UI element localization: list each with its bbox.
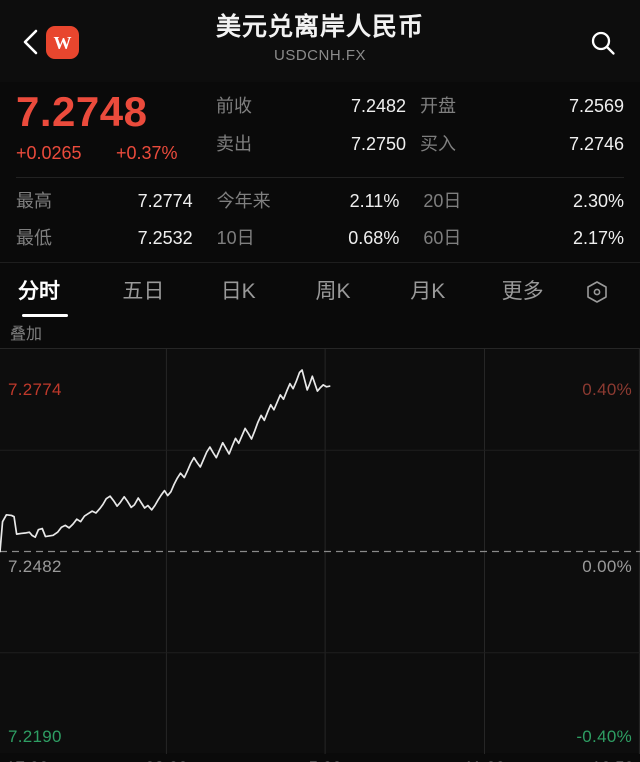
chart-period-tabs: 分时 五日 日K 周K 月K 更多 (0, 263, 640, 321)
axis-left-bottom: 7.2190 (8, 727, 62, 746)
page-title: 美元兑离岸人民币 (215, 13, 424, 41)
stat-value-bid: 7.2746 (568, 134, 624, 154)
tab-more-label: 更多 (501, 280, 544, 303)
axis-right-middle: 0.00% (582, 557, 632, 576)
intraday-chart[interactable]: 叠加 7.2774 0.40% 7.2482 0.00% 7.2190 -0.4… (0, 321, 640, 762)
tab-daily-k-label: 日K (220, 280, 256, 303)
stat-value-ask: 7.2750 (350, 134, 406, 154)
stat-label-bid: 买入 (420, 134, 456, 154)
axis-left-top: 7.2774 (8, 380, 62, 399)
tab-intraday-label: 分时 (18, 280, 60, 303)
stat-value-10d: 0.68% (348, 228, 400, 248)
tab-five-day[interactable]: 五日 (96, 278, 191, 306)
stats-chart-divider (0, 262, 640, 263)
chart-canvas (0, 349, 640, 754)
overlay-toggle-label[interactable]: 叠加 (10, 326, 43, 343)
time-tick-4: 16:59 (591, 755, 634, 762)
chart-plot-area[interactable]: 7.2774 0.40% 7.2482 0.00% 7.2190 -0.40% (0, 348, 640, 754)
price-line (0, 369, 331, 553)
stat-label-low: 最低 (16, 228, 52, 248)
stat-label-20d: 20日 (423, 191, 462, 211)
app-logo-badge[interactable]: W (46, 26, 79, 59)
stat-value-high: 7.2774 (137, 191, 193, 211)
page-subtitle-symbol: USDCNH.FX (273, 47, 366, 64)
quote-divider (16, 177, 624, 178)
stat-value-ytd: 2.11% (349, 191, 400, 211)
hexagon-settings-icon (587, 281, 607, 303)
logo-letter: W (53, 32, 72, 53)
tab-more[interactable]: 更多 (475, 278, 570, 306)
tab-active-indicator (22, 314, 68, 317)
back-button[interactable] (14, 22, 48, 62)
stat-value-open: 7.2569 (568, 96, 624, 116)
tab-intraday[interactable]: 分时 (18, 278, 96, 317)
tab-weekly-k-label: 周K (315, 280, 351, 303)
stat-label-prev-close: 前收 (216, 96, 252, 116)
stat-value-low: 7.2532 (137, 228, 193, 248)
stat-label-ytd: 今年来 (216, 191, 271, 211)
search-button[interactable] (582, 22, 624, 64)
price-block: 7.2748 +0.0265 +0.37% (16, 86, 216, 165)
axis-right-top: 0.40% (582, 380, 632, 399)
stat-label-60d: 60日 (423, 228, 462, 248)
time-tick-0: 17:00 (6, 755, 49, 762)
secondary-stats-grid: 最高 7.2774 今年来 2.11% 20日 2.30% 最低 7.2532 … (0, 178, 640, 252)
header-title-group: 美元兑离岸人民币 USDCNH.FX (0, 10, 640, 67)
axis-right-bottom: -0.40% (576, 727, 632, 746)
primary-stats-grid: 前收 7.2482 开盘 7.2569 卖出 7.2750 买入 7.2746 (216, 86, 624, 158)
tab-monthly-k-label: 月K (410, 280, 446, 303)
tab-monthly-k[interactable]: 月K (380, 278, 475, 306)
stat-label-high: 最高 (16, 191, 52, 211)
app-header: W 美元兑离岸人民币 USDCNH.FX (0, 0, 640, 82)
quote-summary: 7.2748 +0.0265 +0.37% 前收 7.2482 开盘 7.256… (0, 82, 640, 165)
change-percent: +0.37% (116, 143, 178, 163)
tab-weekly-k[interactable]: 周K (286, 278, 381, 306)
tab-daily-k[interactable]: 日K (191, 278, 286, 306)
time-tick-2: 5:00 (309, 755, 342, 762)
tab-five-day-label: 五日 (122, 280, 165, 303)
stat-value-20d: 2.30% (572, 191, 624, 211)
stat-value-prev-close: 7.2482 (350, 96, 406, 116)
stat-value-60d: 2.17% (572, 228, 624, 248)
chevron-left-icon (23, 29, 38, 55)
change-absolute: +0.0265 (16, 143, 82, 163)
axis-left-middle: 7.2482 (8, 557, 62, 576)
time-tick-1: 23:00 (145, 755, 188, 762)
stat-label-ask: 卖出 (216, 134, 252, 154)
chart-settings-button[interactable] (570, 279, 624, 305)
stat-label-open: 开盘 (420, 96, 456, 116)
last-price: 7.2748 (16, 88, 148, 135)
stat-label-10d: 10日 (216, 228, 255, 248)
price-change-row: +0.0265 +0.37% (16, 141, 216, 165)
search-icon (591, 31, 615, 55)
time-tick-3: 11:00 (464, 755, 505, 762)
chart-time-axis: 17:00 23:00 5:00 11:00 16:59 (0, 755, 640, 762)
